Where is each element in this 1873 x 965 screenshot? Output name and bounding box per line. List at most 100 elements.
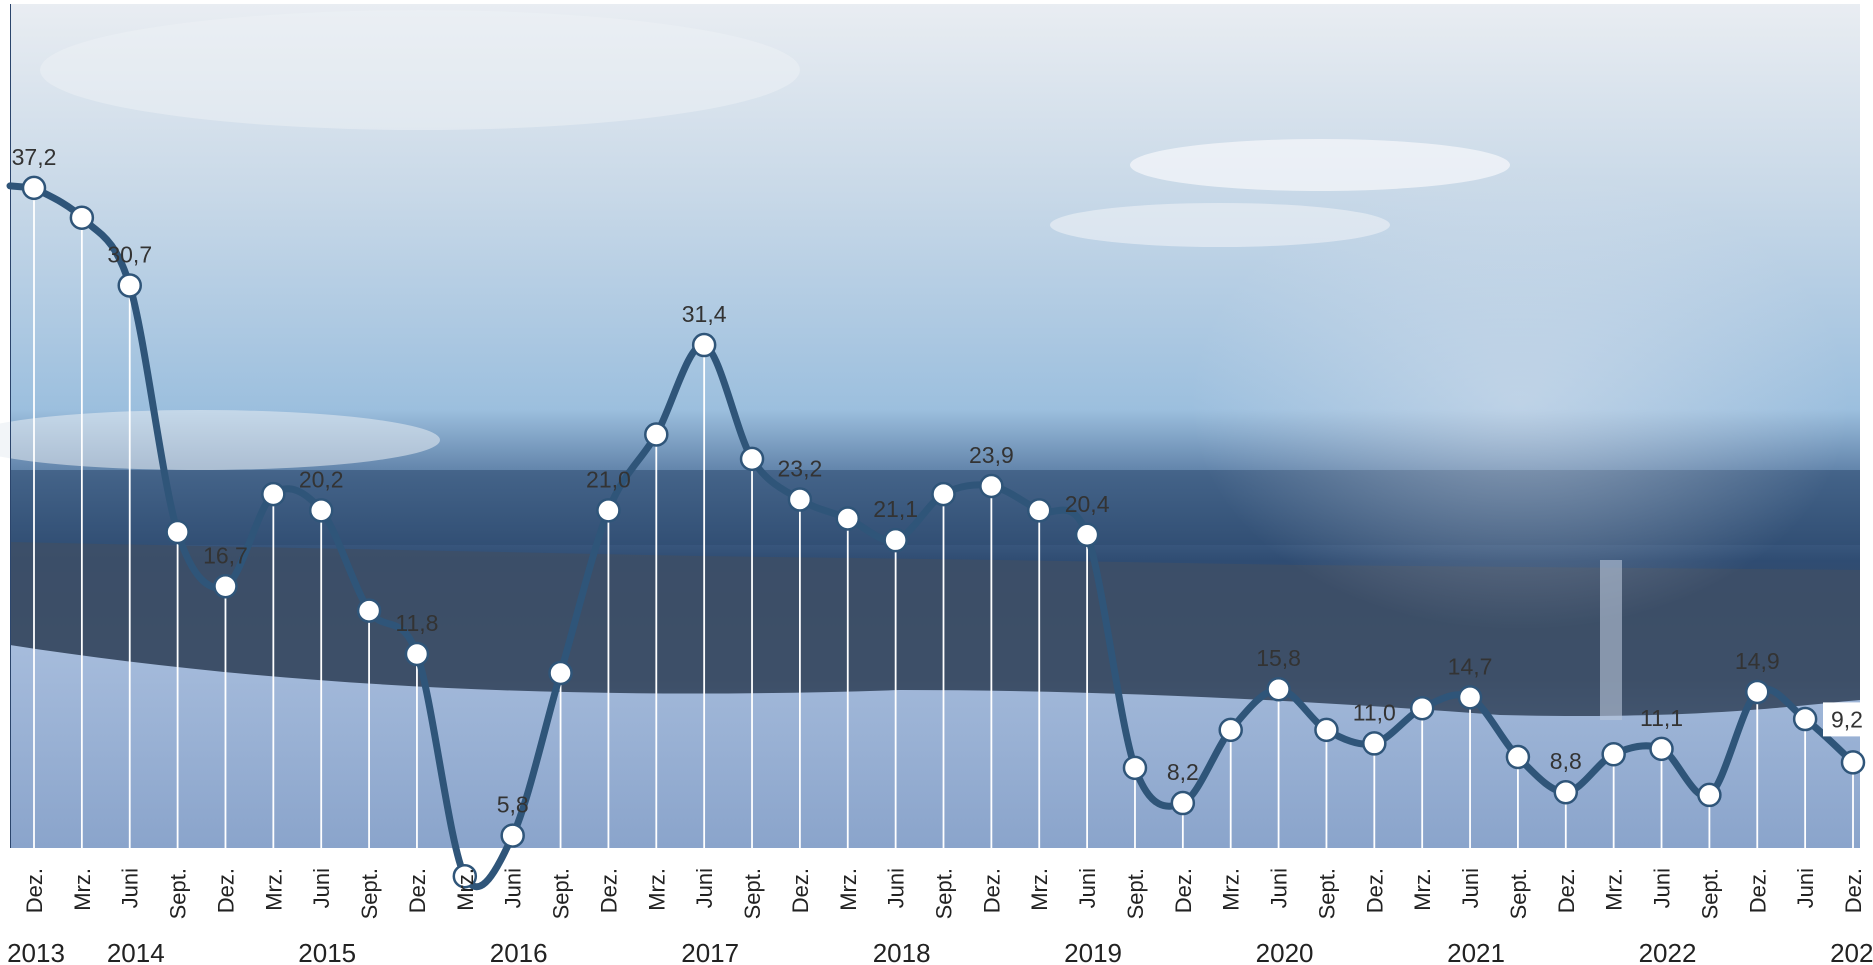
year-label: 2022 <box>1639 938 1697 965</box>
data-point <box>1362 731 1387 756</box>
data-label: 8,8 <box>1550 748 1582 774</box>
quarter-label: Dez. <box>1171 868 1196 913</box>
quarter-label: Dez. <box>1745 868 1770 913</box>
quarter-label: Dez. <box>22 868 47 913</box>
year-label: 2016 <box>490 938 548 965</box>
data-point <box>1601 742 1626 767</box>
data-label: 20,4 <box>1065 491 1110 517</box>
data-point <box>1457 685 1483 710</box>
cloud <box>40 10 800 130</box>
quarter-label: Dez. <box>1841 868 1866 913</box>
quarter-label: Mrz. <box>1602 868 1627 911</box>
quarter-label: Mrz. <box>261 868 286 911</box>
data-point <box>1649 736 1674 762</box>
quarter-label: Sept. <box>549 868 574 919</box>
data-label: 8,2 <box>1167 759 1199 785</box>
data-label: 14,9 <box>1735 648 1780 674</box>
quarter-label: Sept. <box>166 868 191 919</box>
data-point <box>165 519 190 545</box>
quarter-label: Dez. <box>405 868 430 913</box>
data-point <box>1074 522 1100 548</box>
quarter-label: Dez. <box>979 868 1004 913</box>
quarter-label: Juni <box>1458 868 1483 908</box>
data-point <box>931 481 956 507</box>
quarter-label: Juni <box>884 868 909 908</box>
year-label: 2015 <box>298 938 356 965</box>
year-label: 2013 <box>7 938 65 965</box>
quarter-label: Juni <box>309 868 334 908</box>
data-point <box>596 498 621 523</box>
data-label: 21,1 <box>873 496 918 522</box>
quarter-label: Mrz. <box>1410 868 1435 911</box>
data-label: 11,0 <box>1353 699 1396 725</box>
quarter-label: Sept. <box>932 868 957 919</box>
data-point <box>644 422 669 447</box>
tree-trunk <box>1600 560 1622 720</box>
year-label: 2018 <box>873 938 931 965</box>
data-point <box>117 273 142 298</box>
data-label: 21,0 <box>586 466 631 492</box>
quarter-label: Sept. <box>1314 868 1339 919</box>
quarter-label: Mrz. <box>644 868 669 911</box>
data-point <box>1697 782 1722 808</box>
data-point <box>213 574 238 599</box>
data-point <box>1218 717 1243 743</box>
data-label: 20,2 <box>299 466 344 492</box>
drop-lines <box>33 187 1854 877</box>
quarter-label: Mrz. <box>836 868 861 911</box>
data-point <box>1170 790 1196 816</box>
data-label: 37,2 <box>12 144 57 170</box>
quarter-label: Mrz. <box>1219 868 1244 911</box>
data-label: 11,8 <box>395 610 438 636</box>
data-point <box>1505 744 1531 770</box>
quarter-label: Juni <box>1075 868 1100 908</box>
year-label: 2021 <box>1447 938 1505 965</box>
data-point <box>1122 755 1148 781</box>
data-point <box>1266 676 1291 702</box>
data-point <box>500 823 525 848</box>
quarter-label: Juni <box>1267 868 1292 908</box>
cloud <box>1130 139 1510 191</box>
quarter-label: Sept. <box>357 868 382 919</box>
data-label: 14,7 <box>1448 653 1493 679</box>
data-label: 9,2 <box>1831 706 1863 732</box>
data-point <box>979 473 1004 499</box>
data-label: 5,8 <box>497 792 529 818</box>
markers <box>21 175 1866 889</box>
data-point <box>21 175 47 201</box>
quarter-label: Sept. <box>740 868 765 919</box>
data-point <box>404 641 430 667</box>
cloud <box>0 410 440 470</box>
data-point <box>356 598 382 623</box>
data-point <box>1314 717 1339 743</box>
data-point <box>452 863 478 889</box>
year-label: 2023 <box>1830 938 1873 965</box>
quarter-label: Dez. <box>213 868 238 913</box>
data-label: 31,4 <box>682 301 727 327</box>
year-label: 2019 <box>1064 938 1122 965</box>
data-label: 30,7 <box>107 241 152 267</box>
data-label: 23,9 <box>969 442 1014 468</box>
data-point <box>308 498 334 523</box>
data-point <box>835 506 861 531</box>
quarter-label: Dez. <box>788 868 813 913</box>
data-label: 16,7 <box>203 542 248 568</box>
quarter-label: Dez. <box>1554 868 1579 913</box>
year-label: 2014 <box>107 938 165 965</box>
quarter-label: Juni <box>118 868 143 908</box>
data-label-box <box>1823 702 1871 737</box>
winter-landscape-background <box>0 4 1860 848</box>
data-point <box>1840 750 1866 775</box>
data-label: 15,8 <box>1256 645 1301 671</box>
data-point <box>787 487 813 512</box>
data-point <box>1409 695 1435 721</box>
quarter-label: Sept. <box>1697 868 1722 919</box>
quarter-label: Juni <box>1793 868 1818 908</box>
quarter-label: Juni <box>1650 868 1675 908</box>
data-point <box>548 660 573 686</box>
quarter-label: Dez. <box>596 868 621 913</box>
quarter-label: Sept. <box>1506 868 1531 919</box>
data-point <box>261 481 286 507</box>
quarter-label: Dez. <box>1362 868 1387 913</box>
